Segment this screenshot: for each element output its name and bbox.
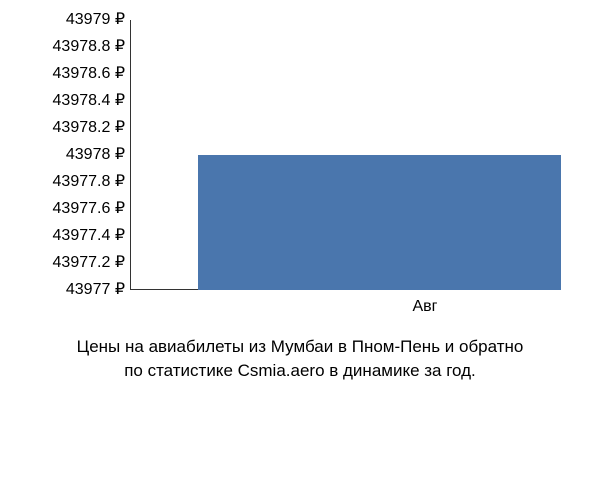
plot-area [130,20,560,290]
y-tick-label: 43978.6 ₽ [0,66,125,82]
bar [198,155,561,290]
x-tick-label: Авг [405,298,445,316]
y-tick-label: 43977.2 ₽ [0,255,125,271]
y-tick-label: 43978.4 ₽ [0,93,125,109]
caption-line-2: по статистике Csmia.aero в динамике за г… [0,359,600,383]
y-tick-label: 43977.8 ₽ [0,174,125,190]
caption-line-1: Цены на авиабилеты из Мумбаи в Пном-Пень… [0,335,600,359]
price-chart: 43979 ₽ 43978.8 ₽ 43978.6 ₽ 43978.4 ₽ 43978.… [0,0,600,500]
y-tick-label: 43978.8 ₽ [0,39,125,55]
y-axis-labels: 43979 ₽43978.8 ₽43978.6 ₽43978.4 ₽43978.… [0,20,125,290]
y-tick-label: 43978 ₽ [0,147,125,163]
y-tick-label: 43978.2 ₽ [0,120,125,136]
y-tick-label: 43977 ₽ [0,282,125,298]
y-tick-label: 43979 ₽ [0,12,125,28]
chart-caption: Цены на авиабилеты из Мумбаи в Пном-Пень… [0,335,600,383]
y-tick-label: 43977.4 ₽ [0,228,125,244]
y-tick-label: 43977.6 ₽ [0,201,125,217]
